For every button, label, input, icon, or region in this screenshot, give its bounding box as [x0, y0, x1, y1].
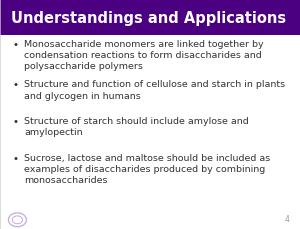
Text: •: •: [13, 117, 19, 127]
Text: Structure and function of cellulose and starch in plants
and glycogen in humans: Structure and function of cellulose and …: [24, 80, 285, 100]
Text: Structure of starch should include amylose and
amylopectin: Structure of starch should include amylo…: [24, 117, 249, 137]
Text: •: •: [13, 80, 19, 90]
Bar: [0, 0, 300, 36]
Text: •: •: [13, 153, 19, 163]
Text: Understandings and Applications: Understandings and Applications: [11, 11, 286, 26]
Text: •: •: [13, 40, 19, 50]
Text: Sucrose, lactose and maltose should be included as
examples of disaccharides pro: Sucrose, lactose and maltose should be i…: [24, 153, 270, 185]
Text: 4: 4: [285, 214, 290, 223]
Text: Monosaccharide monomers are linked together by
condensation reactions to form di: Monosaccharide monomers are linked toget…: [24, 40, 264, 71]
